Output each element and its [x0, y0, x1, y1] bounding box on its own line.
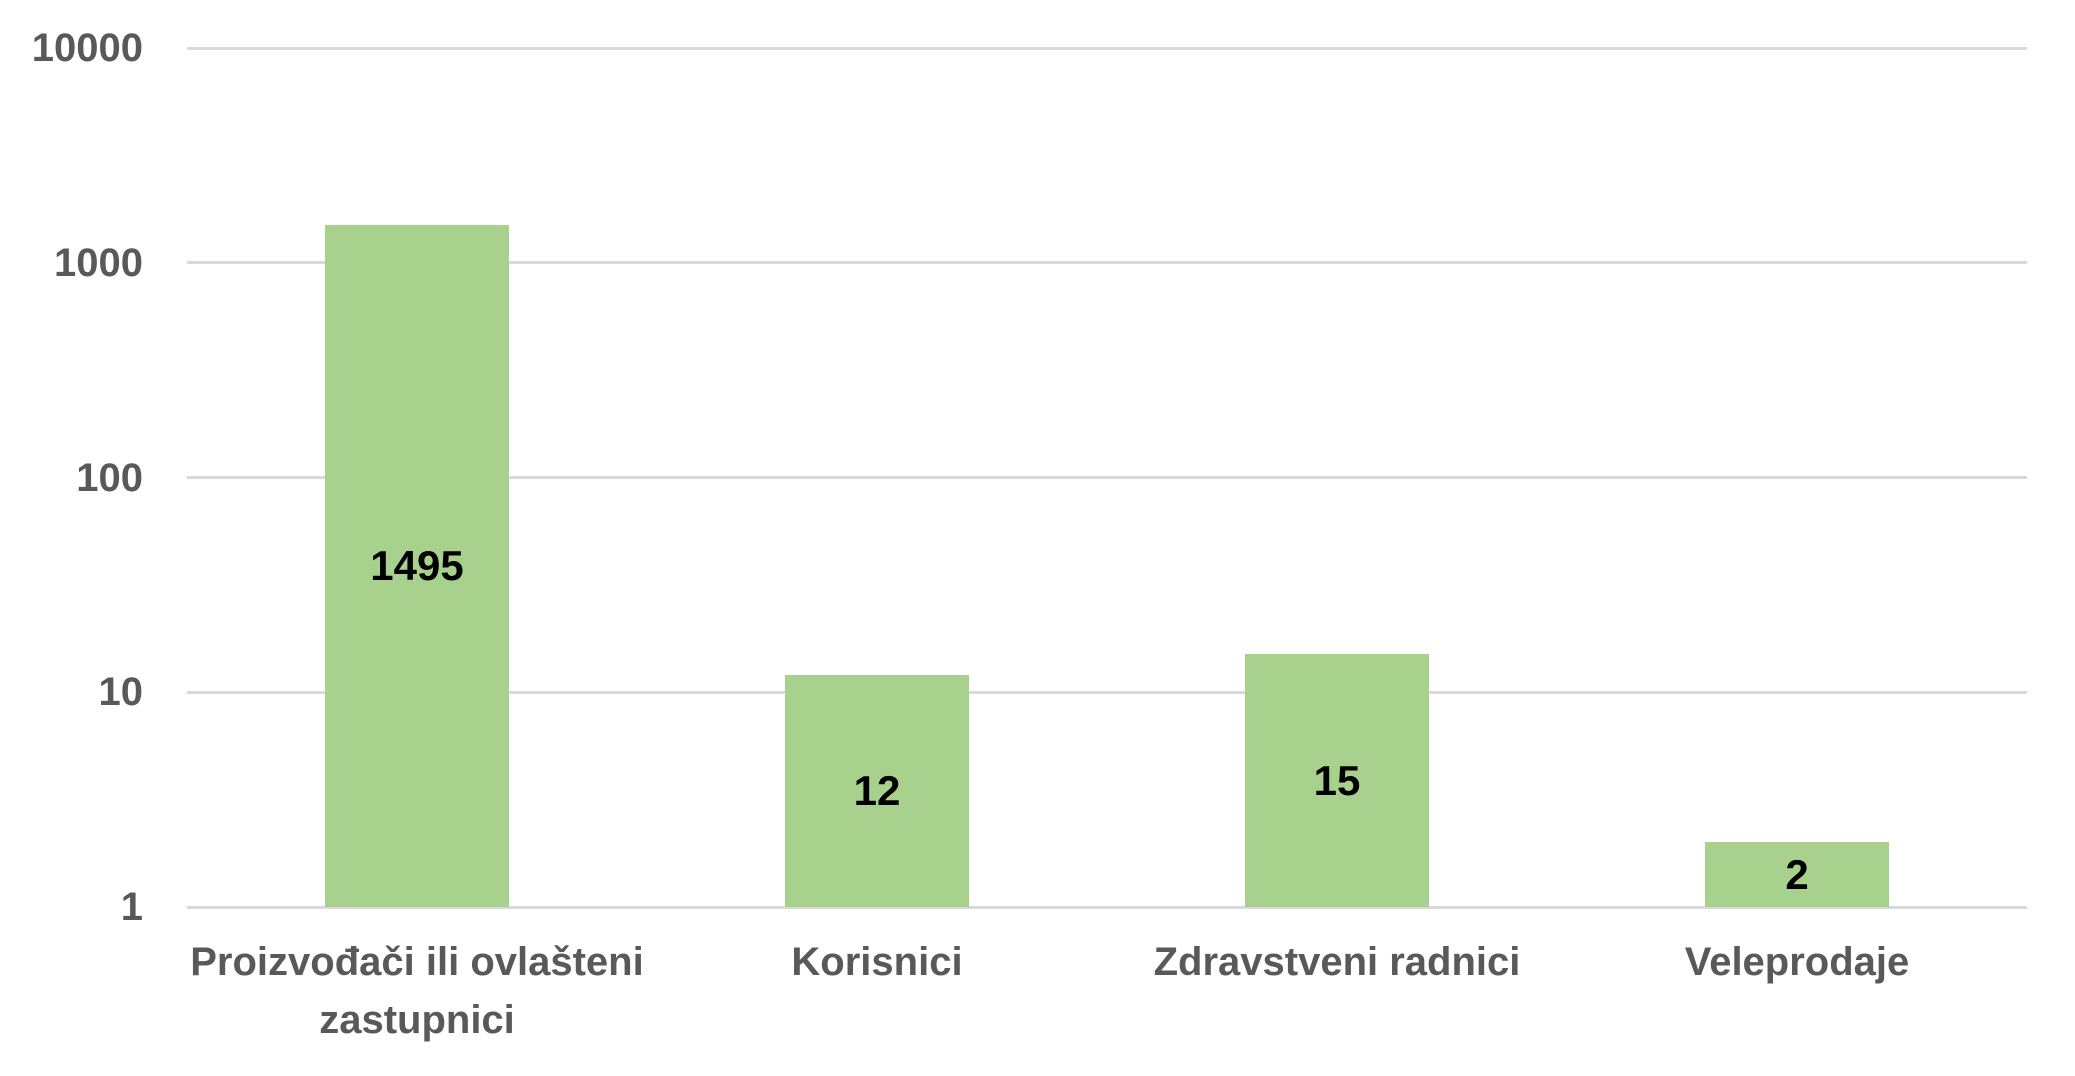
bar: 2	[1705, 842, 1889, 907]
gridline	[187, 476, 2027, 479]
bar: 1495	[325, 225, 509, 907]
x-category-label: Veleprodaje	[1684, 940, 1910, 984]
bar: 12	[785, 675, 969, 907]
bar-value-label: 1495	[370, 542, 464, 590]
bar: 15	[1245, 654, 1429, 907]
y-tick-label: 100	[76, 455, 143, 500]
gridline	[187, 46, 2027, 50]
gridline	[187, 261, 2027, 265]
gridline	[187, 905, 2027, 909]
y-tick-label: 10	[98, 670, 144, 715]
x-category-label: Korisnici	[791, 940, 963, 984]
y-tick-label: 1000	[54, 240, 143, 285]
gridline	[187, 690, 2027, 694]
bar-value-label: 12	[853, 767, 901, 815]
y-tick-label: 1	[120, 885, 143, 929]
bar-value-label: 15	[1313, 756, 1361, 804]
y-tick-label: 10000	[31, 26, 143, 70]
x-category-label: Proizvođači ili ovlašteni zastupnici	[190, 940, 644, 1042]
x-category-label: Zdravstveni radnici	[1153, 940, 1521, 984]
bar-value-label: 2	[1785, 850, 1809, 898]
